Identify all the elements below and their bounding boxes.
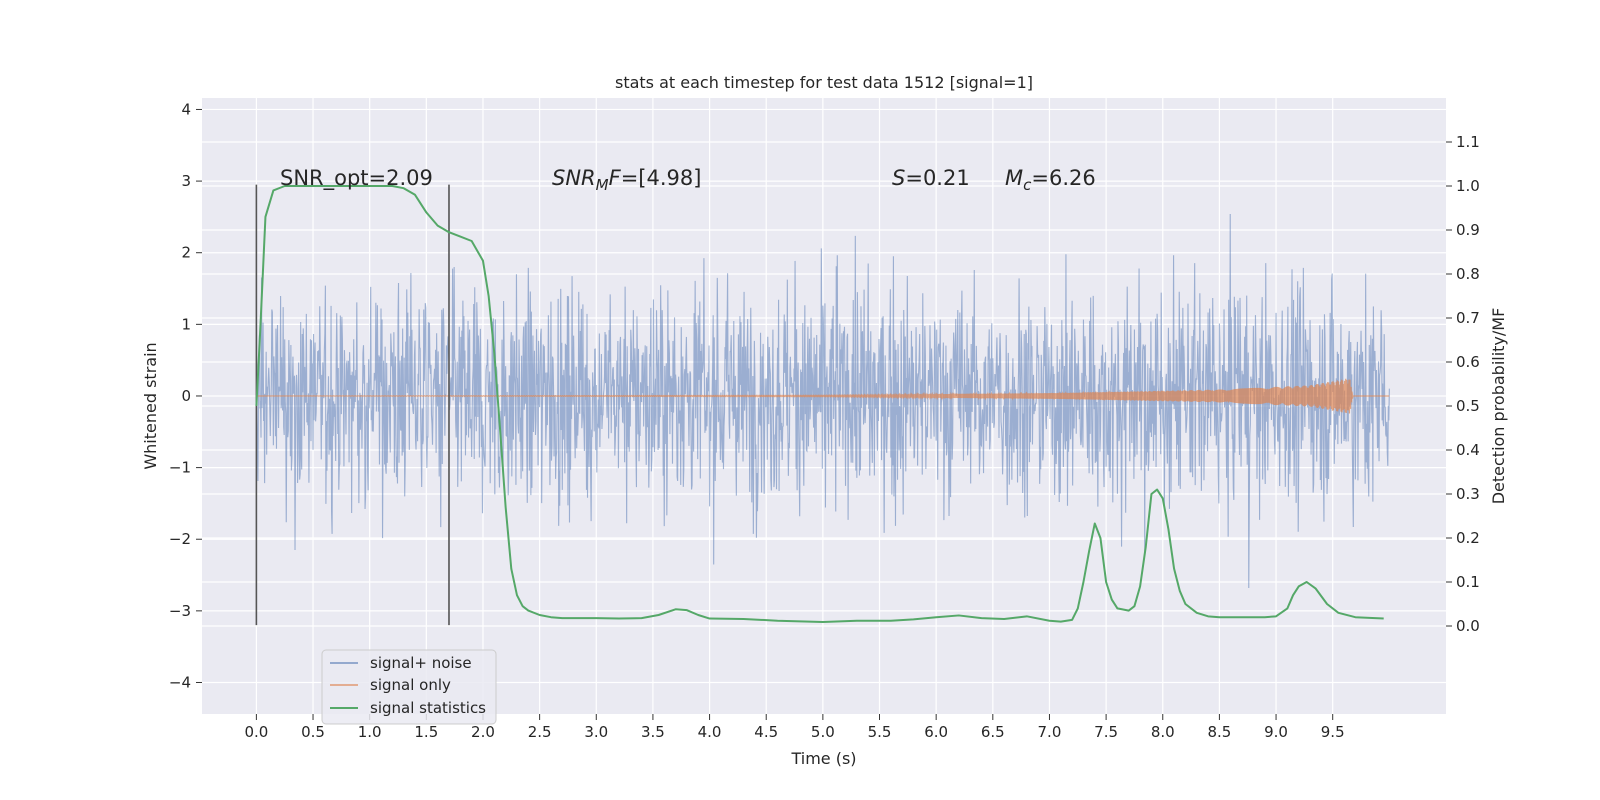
annotation-snr-mf-value: =[4.98] — [621, 166, 702, 190]
x-tick-label: 8.0 — [1151, 723, 1175, 741]
x-tick-label: 6.0 — [924, 723, 948, 741]
x-tick-label: 1.0 — [358, 723, 382, 741]
y-axis-right-ticks: 1.1 1.0 0.9 0.8 0.7 0.6 0.5 0.4 0.3 0.2 0.1 0.0 — [1446, 133, 1480, 635]
x-tick-label: 7.5 — [1094, 723, 1118, 741]
x-tick-label: 9.0 — [1264, 723, 1288, 741]
x-tick-label: 5.0 — [811, 723, 835, 741]
y-tick-label-right: 0.1 — [1456, 573, 1480, 591]
y-tick-label-right: 1.1 — [1456, 133, 1480, 151]
y-axis-label-right: Detection probability/MF — [1489, 308, 1508, 505]
y-tick-label-right: 0.5 — [1456, 397, 1480, 415]
y-tick-label-right: 0.0 — [1456, 617, 1480, 635]
y-tick-label-right: 0.9 — [1456, 221, 1480, 239]
annotation-snr-opt: SNR_opt=2.09 — [280, 166, 433, 191]
y-tick-label-right: 0.2 — [1456, 529, 1480, 547]
annotation-snr-mf-base: SNR — [552, 166, 596, 190]
x-tick-label: 1.5 — [414, 723, 438, 741]
legend-label-signal-only: signal only — [370, 676, 451, 694]
y-tick-label-left: −1 — [169, 459, 191, 477]
x-tick-label: 5.5 — [868, 723, 892, 741]
annotation-snr-mf-sub: M — [596, 176, 609, 194]
y-axis-left-ticks: 4 3 2 1 0 −1 −2 −3 −4 — [169, 100, 202, 691]
legend: signal+ noise signal only signal statist… — [321, 649, 497, 725]
annotation-mc-sub: c — [1023, 176, 1032, 194]
y-axis-label-left: Whitened strain — [141, 342, 160, 469]
x-tick-label: 2.0 — [471, 723, 495, 741]
y-tick-label-right: 1.0 — [1456, 177, 1480, 195]
y-tick-label-right: 0.3 — [1456, 485, 1480, 503]
statistics-line — [255, 185, 1384, 624]
x-tick-label: 8.5 — [1207, 723, 1231, 741]
y-tick-label-left: −4 — [169, 673, 191, 691]
annotation-s-value: =0.21 — [905, 166, 969, 190]
x-tick-label: 4.5 — [754, 723, 778, 741]
y-tick-label-right: 0.4 — [1456, 441, 1480, 459]
annotation-s: S=0.21 — [892, 166, 970, 190]
annotation-snr-mf: SNRMF=[4.98] — [552, 166, 701, 194]
signal-line — [256, 378, 1390, 414]
x-tick-label: 3.0 — [584, 723, 608, 741]
legend-box — [321, 649, 497, 725]
series-signal-noise — [255, 213, 1390, 589]
y-tick-label-left: 4 — [181, 100, 191, 118]
legend-label-signal-statistics: signal statistics — [370, 699, 486, 717]
legend-label-signal-noise: signal+ noise — [370, 654, 472, 672]
y-tick-label-right: 0.6 — [1456, 353, 1480, 371]
x-tick-label: 6.5 — [981, 723, 1005, 741]
x-tick-label: 4.0 — [698, 723, 722, 741]
x-axis-label: Time (s) — [790, 749, 856, 768]
annotation-mc-base: M — [1005, 166, 1023, 190]
series-signal-statistics — [255, 185, 1384, 624]
y-tick-label-left: −2 — [169, 530, 191, 548]
x-tick-label: 2.5 — [528, 723, 552, 741]
noise-line — [255, 213, 1390, 589]
x-tick-label: 3.5 — [641, 723, 665, 741]
annotation-mc: Mc=6.26 — [1005, 166, 1096, 194]
annotation-snr-mf-mid: F — [609, 166, 622, 190]
x-tick-label: 7.0 — [1038, 723, 1062, 741]
y-tick-label-left: 2 — [181, 244, 191, 262]
y-tick-label-left: 1 — [181, 315, 191, 333]
series-signal-only — [256, 378, 1390, 414]
y-tick-label-left: −3 — [169, 602, 191, 620]
annotation-s-label: S — [892, 166, 905, 190]
y-tick-label-right: 0.8 — [1456, 265, 1480, 283]
y-tick-label-left: 3 — [181, 172, 191, 190]
y-tick-label-left: 0 — [181, 387, 191, 405]
x-axis-ticks: 0.0 0.5 1.0 1.5 2.0 2.5 3.0 3.5 4.0 4.5 5.0 5.5 6.0 6… — [244, 714, 1345, 741]
x-tick-label: 9.5 — [1321, 723, 1345, 741]
y-tick-label-right: 0.7 — [1456, 309, 1480, 327]
x-tick-label: 0.0 — [244, 723, 268, 741]
x-tick-label: 0.5 — [301, 723, 325, 741]
annotation-mc-value: =6.26 — [1031, 166, 1095, 190]
chart-title: stats at each timestep for test data 151… — [615, 73, 1033, 92]
